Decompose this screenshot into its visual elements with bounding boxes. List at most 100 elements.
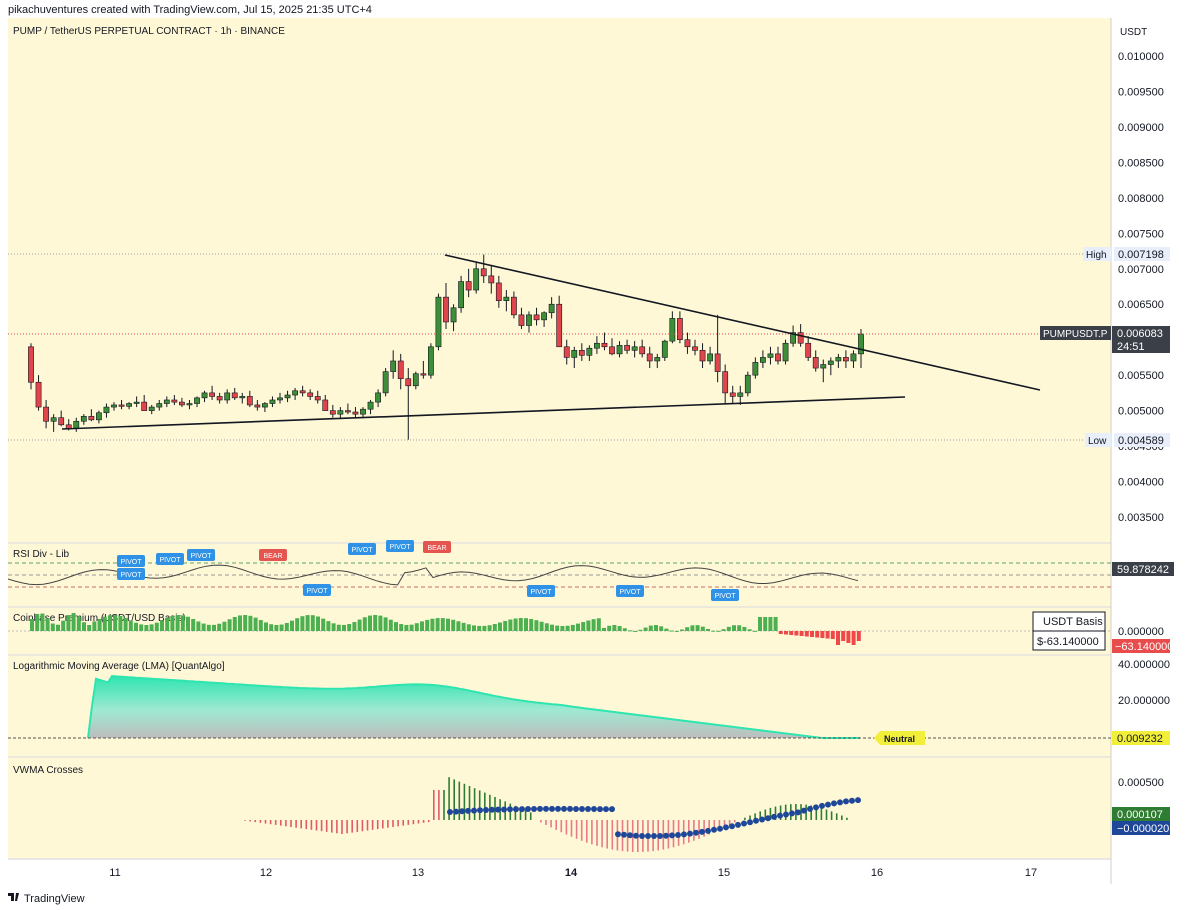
- coinbase-bar: [690, 625, 695, 631]
- coinbase-bar: [61, 620, 66, 631]
- coinbase-bar: [134, 622, 138, 631]
- vwma-dot: [549, 805, 555, 812]
- coinbase-bar: [617, 626, 622, 631]
- footer-bar: [0, 885, 1200, 910]
- candle-body: [269, 399, 276, 404]
- candle-body: [797, 332, 804, 344]
- coinbase-bar: [841, 631, 846, 641]
- coinbase-bar: [628, 630, 632, 632]
- price-tick-label: 0.009500: [1118, 86, 1164, 98]
- price-axis: 0.010000 0.009500 0.009000 0.008500 0.008000…: [1118, 51, 1164, 524]
- coinbase-bar: [269, 624, 274, 631]
- vwma-value-a-box: [1112, 807, 1170, 821]
- coinbase-bar: [466, 624, 471, 631]
- coinbase-bar: [352, 622, 357, 631]
- candle-body: [609, 346, 615, 355]
- coinbase-bar: [321, 618, 326, 631]
- candle-body: [601, 342, 608, 348]
- coinbase-bar: [295, 618, 300, 631]
- candle-body: [586, 347, 593, 356]
- coinbase-bar: [170, 615, 175, 631]
- candle-body: [646, 353, 653, 362]
- coinbase-value: −63.140000: [1115, 641, 1173, 653]
- coinbase-bar: [498, 622, 502, 631]
- rsi-title: RSI Div - Lib: [13, 549, 70, 560]
- coinbase-bar: [118, 616, 123, 631]
- candle-body: [277, 397, 283, 401]
- coinbase-bar: [373, 615, 378, 631]
- vwma-dot: [729, 823, 735, 830]
- coinbase-bar: [550, 624, 554, 631]
- vwma-dot: [777, 812, 783, 819]
- vwma-value-b: −0.000020: [1117, 823, 1169, 835]
- rsi-value: 59.878242: [1117, 564, 1169, 576]
- candle-body: [284, 394, 291, 399]
- coinbase-bar: [602, 627, 606, 631]
- pivot-label: PIVOT: [348, 543, 376, 555]
- svg-text:PIVOT: PIVOT: [714, 593, 736, 600]
- lower-trendline: [61, 396, 906, 430]
- candle-body: [639, 346, 646, 355]
- coinbase-bar: [742, 626, 747, 631]
- coinbase-bar: [139, 624, 144, 631]
- coinbase-bar: [362, 617, 367, 631]
- candle-body: [435, 296, 442, 348]
- coinbase-bar: [669, 630, 674, 632]
- candle-body: [50, 417, 57, 422]
- coinbase-bar: [752, 630, 757, 632]
- vwma-dot: [687, 830, 693, 837]
- coinbase-bar: [560, 625, 565, 631]
- coinbase-bar: [607, 625, 612, 631]
- coinbase-bar: [388, 619, 393, 631]
- candle-body: [345, 410, 351, 413]
- coinbase-bar: [685, 627, 690, 631]
- candle-body: [578, 350, 585, 356]
- coinbase-bar: [149, 624, 154, 631]
- coinbase-bar: [482, 625, 487, 631]
- coinbase-bar: [539, 621, 544, 631]
- svg-text:PIVOT: PIVOT: [120, 559, 142, 566]
- coinbase-bar: [716, 630, 721, 632]
- candle-body: [126, 403, 132, 407]
- candle-body: [744, 374, 751, 394]
- candle-body: [654, 357, 661, 362]
- svg-text:BEAR: BEAR: [427, 545, 446, 552]
- vwma-series: [244, 777, 861, 852]
- coinbase-bar: [238, 615, 242, 631]
- candle-body: [767, 353, 774, 358]
- coinbase-bar: [695, 625, 700, 631]
- time-tick-label: 15: [718, 867, 730, 879]
- vwma-dot: [633, 832, 639, 839]
- candle-body: [397, 360, 404, 380]
- price-tick-label: 0.003500: [1118, 512, 1164, 524]
- vwma-dot: [651, 833, 657, 839]
- candle-body: [850, 353, 857, 362]
- vwma-dot: [543, 805, 549, 812]
- candle-body: [480, 268, 487, 277]
- coinbase-bar: [529, 618, 534, 631]
- candle-body: [96, 412, 102, 421]
- symbol-title: PUMP / TetherUS PERPETUAL CONTRACT · 1h …: [13, 26, 285, 37]
- coinbase-bar: [856, 631, 861, 641]
- candle-body: [624, 345, 630, 351]
- vwma-dot: [807, 805, 813, 812]
- coinbase-bar: [347, 623, 352, 631]
- coinbase-bar: [248, 615, 253, 631]
- vwma-dot: [663, 832, 669, 839]
- coinbase-bar: [591, 619, 596, 631]
- pivot-label: PIVOT: [527, 585, 555, 597]
- coinbase-bar: [76, 616, 81, 631]
- coinbase-bar: [368, 615, 372, 631]
- high-label-box: [1083, 247, 1111, 261]
- candle-body: [307, 392, 314, 397]
- price-pane[interactable]: [8, 18, 1111, 542]
- coinbase-bar: [300, 616, 305, 631]
- lma-tick-40: 40.000000: [1118, 659, 1170, 671]
- coinbase-bar: [30, 619, 34, 631]
- price-tick-label: 0.008500: [1118, 157, 1164, 169]
- vwma-dot: [771, 813, 777, 820]
- candle-body: [790, 332, 796, 344]
- vwma-dot: [753, 817, 759, 824]
- coinbase-bar: [544, 623, 549, 631]
